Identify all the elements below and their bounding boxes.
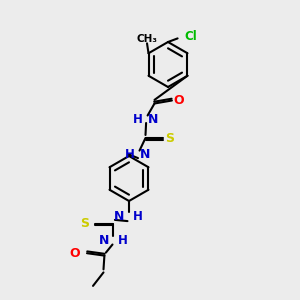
Text: Cl: Cl	[184, 30, 197, 43]
Text: N: N	[98, 233, 109, 247]
Text: O: O	[70, 247, 80, 260]
Text: N: N	[113, 210, 124, 223]
Text: S: S	[166, 131, 175, 145]
Text: N: N	[148, 112, 159, 126]
Text: H: H	[133, 112, 143, 126]
Text: CH₃: CH₃	[136, 34, 158, 44]
Text: O: O	[173, 94, 184, 107]
Text: N: N	[140, 148, 151, 161]
Text: H: H	[118, 233, 128, 247]
Text: S: S	[80, 217, 89, 230]
Text: H: H	[133, 210, 143, 223]
Text: H: H	[125, 148, 135, 161]
